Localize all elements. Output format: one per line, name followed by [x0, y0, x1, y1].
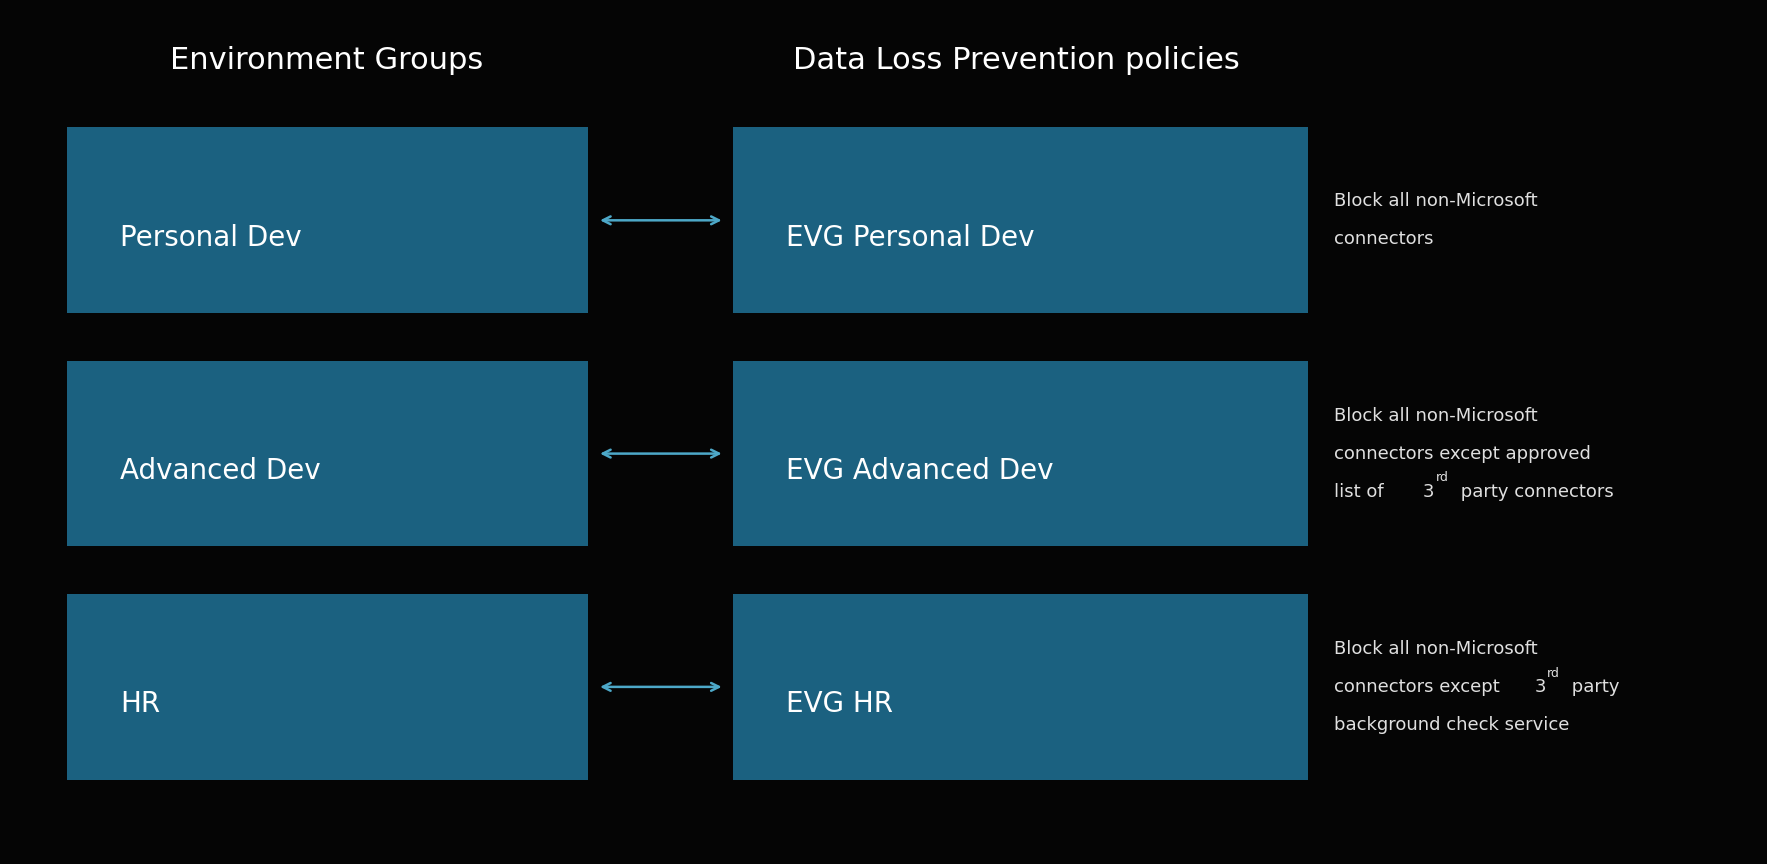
Text: connectors: connectors [1334, 231, 1433, 248]
Text: 3: 3 [1534, 678, 1546, 696]
Text: 3: 3 [1422, 483, 1435, 500]
Text: EVG Personal Dev: EVG Personal Dev [786, 224, 1035, 251]
Text: Personal Dev: Personal Dev [120, 224, 302, 251]
Text: EVG HR: EVG HR [786, 690, 894, 718]
Text: HR: HR [120, 690, 161, 718]
Text: party connectors: party connectors [1454, 483, 1613, 500]
Bar [67, 594, 588, 779]
Bar [733, 594, 1308, 779]
Text: Block all non-Microsoft: Block all non-Microsoft [1334, 407, 1537, 424]
Bar [67, 128, 588, 314]
Text: connectors except approved: connectors except approved [1334, 445, 1590, 462]
Text: Block all non-Microsoft: Block all non-Microsoft [1334, 193, 1537, 210]
Text: Advanced Dev: Advanced Dev [120, 457, 322, 485]
Bar [67, 361, 588, 547]
Bar [733, 361, 1308, 547]
Text: Block all non-Microsoft: Block all non-Microsoft [1334, 640, 1537, 658]
Text: list of: list of [1334, 483, 1389, 500]
Bar [733, 128, 1308, 314]
Text: connectors except: connectors except [1334, 678, 1505, 696]
Text: Environment Groups: Environment Groups [170, 46, 484, 75]
Text: Data Loss Prevention policies: Data Loss Prevention policies [793, 46, 1239, 75]
Text: rd: rd [1546, 666, 1560, 680]
Text: EVG Advanced Dev: EVG Advanced Dev [786, 457, 1053, 485]
Text: rd: rd [1435, 471, 1449, 485]
Text: background check service: background check service [1334, 716, 1569, 734]
Text: party: party [1566, 678, 1620, 696]
